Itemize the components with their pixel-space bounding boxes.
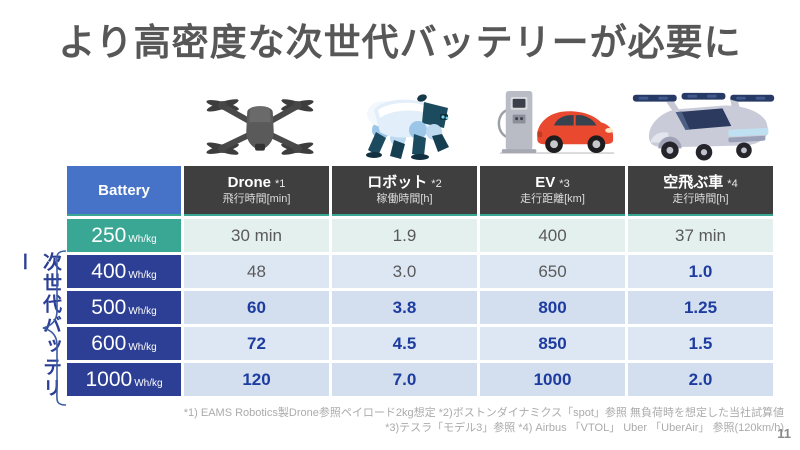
- table-row-250: 250 Wh/kg 30 min 1.9 400 37 min: [67, 219, 773, 252]
- column-header-flying-car: 空飛ぶ車 *4 走行時間[h]: [628, 166, 773, 216]
- battery-spec-table: Battery Drone *1 飛行時間[min] ロボット *2 稼働時間[h]…: [64, 163, 776, 399]
- cell-value-highlight: 1.0: [628, 255, 773, 288]
- row-label-250: 250 Wh/kg: [67, 219, 181, 252]
- cell-value: 30 min: [184, 219, 329, 252]
- cell-value: 48: [184, 255, 329, 288]
- cell-value-highlight: 800: [480, 291, 625, 324]
- row-label-600: 600 Wh/kg: [67, 327, 181, 360]
- cell-value-highlight: 120: [184, 363, 329, 396]
- slide-title: より高密度な次世代バッテリーが必要に: [58, 22, 742, 63]
- cell-value: 400: [480, 219, 625, 252]
- page-number: 11: [777, 426, 791, 441]
- flying-car-icon: [629, 84, 779, 162]
- cell-value: 650: [480, 255, 625, 288]
- table-row-600: 600 Wh/kg 72 4.5 850 1.5: [67, 327, 773, 360]
- cell-value-highlight: 1.5: [628, 327, 773, 360]
- battery-corner-header: Battery: [67, 166, 181, 216]
- cell-value-highlight: 2.0: [628, 363, 773, 396]
- cell-value-highlight: 3.8: [332, 291, 477, 324]
- drone-icon: [200, 84, 320, 162]
- table-row-400: 400 Wh/kg 48 3.0 650 1.0: [67, 255, 773, 288]
- row-label-1000: 1000 Wh/kg: [67, 363, 181, 396]
- brace-icon: [42, 250, 67, 406]
- robot-dog-icon: [353, 84, 465, 162]
- footnote-line-2: *3)テスラ「モデル3」参照 *4) Airbus 「VTOL」 Uber 「U…: [385, 422, 784, 435]
- ev-charging-icon: [491, 84, 621, 162]
- cell-value-highlight: 850: [480, 327, 625, 360]
- cell-value: 3.0: [332, 255, 477, 288]
- cell-value-highlight: 1.25: [628, 291, 773, 324]
- cell-value-highlight: 72: [184, 327, 329, 360]
- footnotes: *1) EAMS Robotics製Drone参照ペイロード2kg想定 *2)ボ…: [64, 406, 784, 437]
- row-label-400: 400 Wh/kg: [67, 255, 181, 288]
- column-header-robot: ロボット *2 稼働時間[h]: [332, 166, 477, 216]
- cell-value-highlight: 7.0: [332, 363, 477, 396]
- table-row-500: 500 Wh/kg 60 3.8 800 1.25: [67, 291, 773, 324]
- column-header-ev: EV *3 走行距離[km]: [480, 166, 625, 216]
- cell-value: 37 min: [628, 219, 773, 252]
- table-row-1000: 1000 Wh/kg 120 7.0 1000 2.0: [67, 363, 773, 396]
- column-header-drone: Drone *1 飛行時間[min]: [184, 166, 329, 216]
- cell-value: 1.9: [332, 219, 477, 252]
- cell-value-highlight: 60: [184, 291, 329, 324]
- footnote-line-1: *1) EAMS Robotics製Drone参照ペイロード2kg想定 *2)ボ…: [183, 407, 784, 419]
- cell-value-highlight: 4.5: [332, 327, 477, 360]
- table-header-row: Battery Drone *1 飛行時間[min] ロボット *2 稼働時間[h]…: [67, 166, 773, 216]
- row-label-500: 500 Wh/kg: [67, 291, 181, 324]
- cell-value-highlight: 1000: [480, 363, 625, 396]
